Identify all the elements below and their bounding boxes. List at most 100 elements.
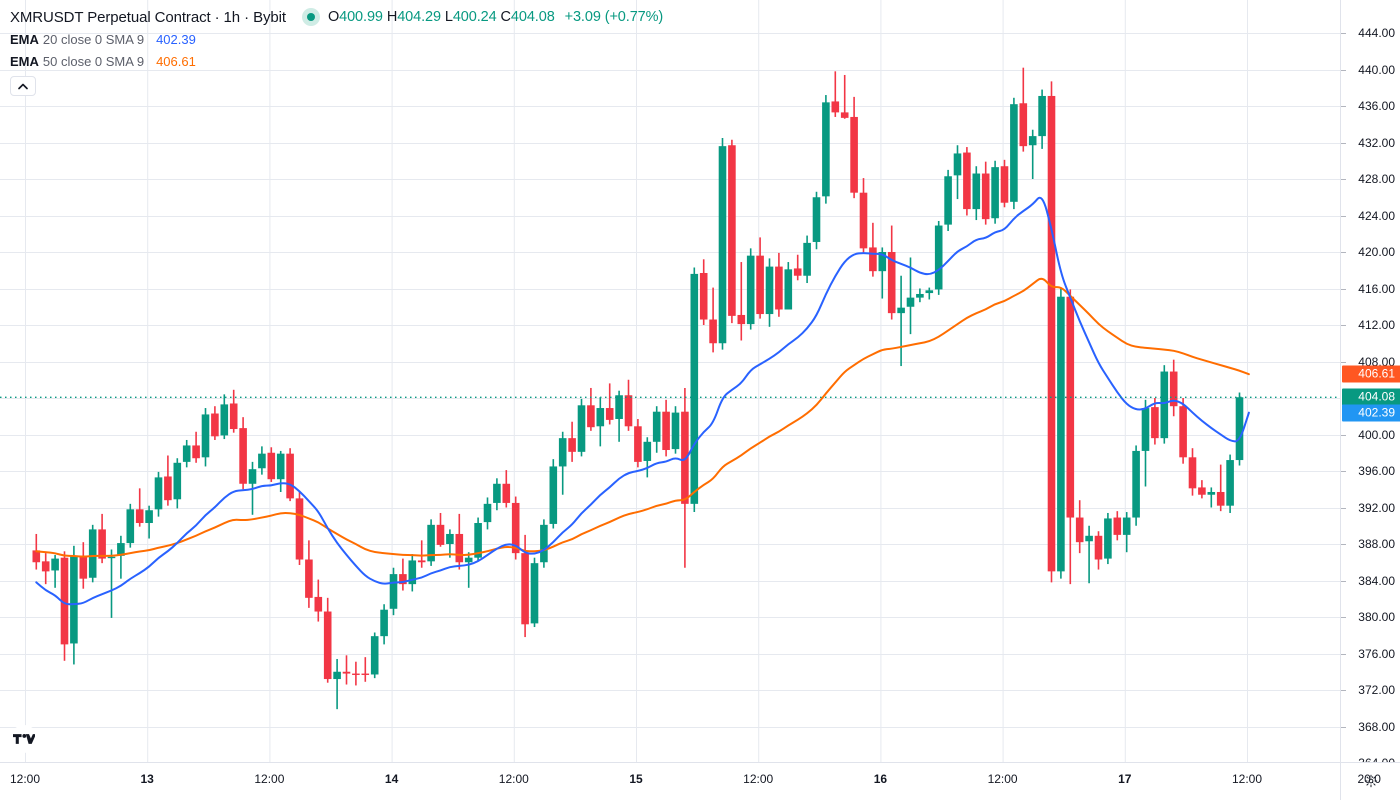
time-tick: 16 [873,772,888,786]
candle [1169,371,1178,407]
candle [229,403,238,430]
chart-plot-area[interactable] [0,0,1340,762]
candle [596,408,605,427]
price-tick: 380.00 [1341,610,1400,624]
candle [728,145,736,316]
candle [1122,517,1131,535]
candle [897,307,905,314]
candle [1000,166,1009,203]
axis-settings-corner[interactable] [1340,762,1400,800]
time-axis[interactable]: 12:00 13 12:00 14 12:00 15 12:00 16 12:00 17 12:00… [0,762,1400,800]
candle [803,242,811,276]
symbol-title[interactable]: XMRUSDT Perpetual Contract · 1h · Bybit [10,8,286,26]
candle [70,555,78,644]
open-value: 400.99 [339,9,383,25]
candle [662,411,670,451]
candle [145,510,153,524]
candle [248,469,257,484]
candle [1226,460,1234,506]
candle [88,529,97,578]
candle [887,252,896,314]
candle [32,550,41,563]
chart-canvas[interactable] [0,0,1340,762]
candle [1066,296,1075,518]
price-tick: 396.00 [1341,464,1400,478]
candle [953,153,962,176]
candle [737,314,746,325]
high-label: H [386,9,398,25]
price-tick: 392.00 [1341,501,1400,515]
candlestick-series[interactable] [32,67,1244,710]
candle [1028,136,1037,146]
time-tick: 13 [140,772,154,786]
open-label: O [327,9,340,25]
candle [944,176,952,225]
price-axis[interactable]: 444.00 440.00 436.00 432.00 428.00 424.00 420.… [1340,0,1400,770]
candle [991,167,999,219]
ema20-price-badge[interactable]: 402.39 [1342,404,1400,422]
candle [107,556,116,559]
candle [869,247,877,272]
candle [587,405,595,428]
chevron-up-icon[interactable] [10,76,36,96]
candle [972,173,981,210]
candle [1085,535,1093,542]
time-tick: 12:00 [743,772,774,786]
candle [1235,397,1244,461]
candle [41,561,50,572]
close-label: C [500,9,511,25]
last-price-badge[interactable]: 404.08 [1342,388,1400,406]
legend-main-row: XMRUSDT Perpetual Contract · 1h · Bybit … [10,6,663,28]
price-tick: 368.00 [1341,720,1400,734]
market-status-icon[interactable] [301,8,320,26]
chart-legend: XMRUSDT Perpetual Contract · 1h · Bybit … [10,6,663,96]
candle [446,533,454,544]
ema50-price-badge[interactable]: 406.61 [1342,365,1400,383]
time-tick: 12:00 [9,772,41,786]
candle [117,543,125,556]
price-tick: 428.00 [1341,172,1400,186]
candle [963,152,971,210]
ema50-line[interactable] [35,277,1250,558]
candle [60,557,69,645]
candle [925,290,934,294]
candle [775,266,783,310]
candle [822,102,830,197]
candle [1019,103,1028,147]
candle [361,673,370,675]
candle [511,502,520,554]
low-value: 400.24 [452,9,497,25]
candle [483,503,492,523]
candle [916,293,924,298]
price-tick: 424.00 [1341,209,1400,223]
candle [615,395,623,419]
time-tick: 12:00 [254,772,285,786]
candle [652,411,661,442]
candle [671,412,680,450]
candle [690,273,699,504]
candle [51,558,59,571]
candle [408,560,417,585]
candle [455,533,464,563]
indicator-row-ema20[interactable]: EMA 20 close 0 SMA 9 402.39 [10,28,663,50]
candle [850,116,858,193]
ema20-line[interactable] [35,196,1250,606]
candle [906,297,915,307]
ohlc-values: O400.99 H404.29 L400.24 C404.08 +3.09 (+… [328,9,663,25]
price-tick: 420.00 [1341,245,1400,259]
candle [699,272,708,320]
time-tick: 14 [384,772,399,786]
tradingview-logo[interactable] [10,725,38,753]
candle [1132,450,1140,518]
price-tick: 444.00 [1341,26,1400,40]
time-tick: 20:0 [1357,772,1381,786]
price-tick: 400.00 [1341,428,1400,442]
candle [709,319,717,344]
indicator-params: 20 close 0 SMA 9 [42,31,145,47]
candle [126,509,135,544]
candle [220,404,229,436]
indicator-row-ema50[interactable]: EMA 50 close 0 SMA 9 406.61 [10,50,663,72]
candle [1113,517,1122,535]
price-tick: 412.00 [1341,318,1400,332]
